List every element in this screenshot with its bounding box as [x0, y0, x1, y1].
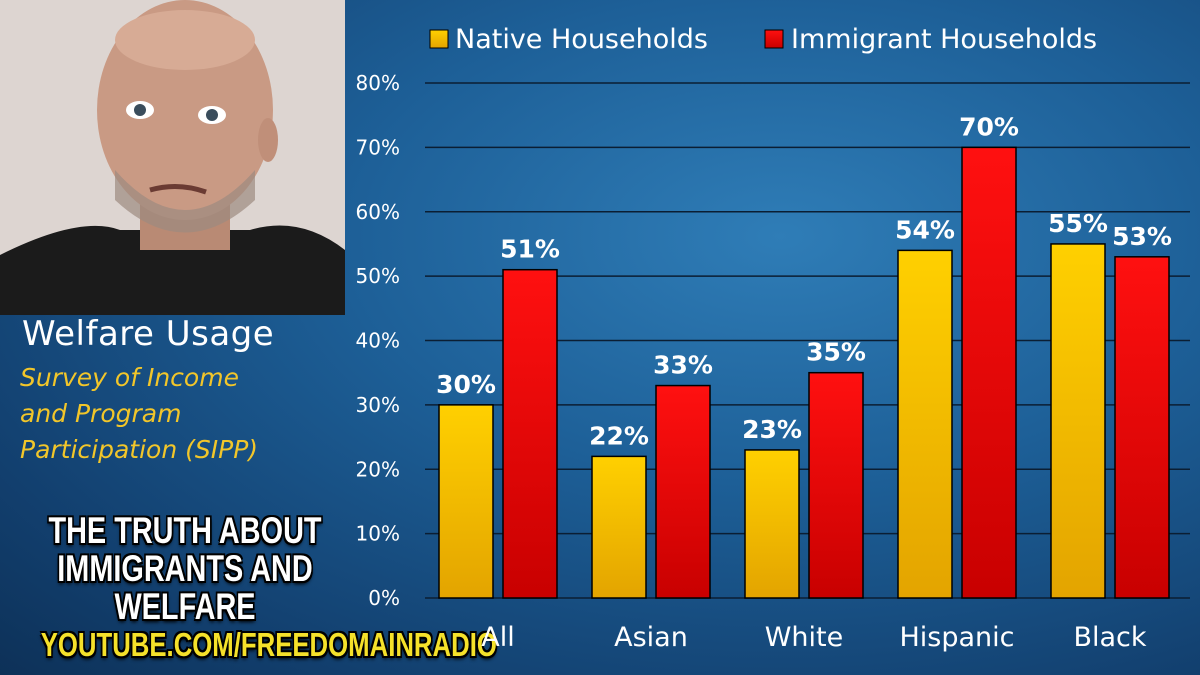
- legend-swatch-immigrant: [764, 29, 784, 49]
- y-tick-label: 70%: [356, 135, 400, 159]
- x-category-label: Asian: [614, 622, 688, 653]
- data-label: 70%: [959, 112, 1019, 141]
- bar-native: [1050, 243, 1106, 599]
- subtitle-line: and Program: [20, 399, 182, 428]
- banner-line-2: IMMIGRANTS AND WELFARE: [57, 548, 313, 627]
- channel-url: YOUTUBE.COM/FREEDOMAINRADIO: [40, 626, 497, 663]
- panel-title: Welfare Usage: [22, 314, 275, 354]
- webcam-video: [0, 0, 345, 315]
- y-tick-label: 10%: [356, 522, 400, 546]
- data-label: 23%: [742, 415, 802, 444]
- legend-label-native: Native Households: [455, 24, 708, 55]
- bar-chart: 0% 10% 20% 30% 40% 50% 60% 70% 80% 30% 51% All 22% 3…: [356, 24, 1190, 653]
- x-category-label: Hispanic: [899, 622, 1014, 653]
- y-tick-label: 80%: [356, 71, 400, 95]
- y-tick-label: 40%: [356, 329, 400, 353]
- y-tick-label: 0%: [368, 586, 400, 610]
- bar-native: [744, 449, 800, 599]
- data-label: 55%: [1048, 209, 1108, 238]
- presenter-image: [0, 0, 345, 315]
- chart-legend: Native Households Immigrant Households: [429, 24, 1097, 55]
- bar-immigrant: [502, 268, 558, 599]
- data-label: 35%: [806, 338, 866, 367]
- data-label: 54%: [895, 215, 955, 244]
- subtitle-line: Participation (SIPP): [20, 435, 259, 464]
- panel-subtitle: Survey of Income and Program Participati…: [20, 360, 340, 468]
- banner-line-1: THE TRUTH ABOUT: [48, 510, 322, 551]
- bar-immigrant: [808, 371, 864, 599]
- y-tick-label: 50%: [356, 264, 400, 288]
- x-category-label: All: [481, 622, 514, 653]
- bar-native: [897, 249, 953, 599]
- y-tick-label: 60%: [356, 200, 400, 224]
- data-label: 53%: [1112, 222, 1172, 251]
- bar-native: [438, 404, 494, 599]
- video-banner: THE TRUTH ABOUT IMMIGRANTS AND WELFARE Y…: [40, 510, 497, 664]
- subtitle-line: Survey of Income: [20, 363, 239, 392]
- data-label: 51%: [500, 235, 560, 264]
- bar-immigrant: [655, 384, 711, 599]
- x-category-label: Black: [1073, 622, 1146, 653]
- bar-immigrant: [961, 146, 1017, 599]
- x-category-label: White: [765, 622, 844, 653]
- data-label: 22%: [589, 421, 649, 450]
- data-label: 30%: [436, 370, 496, 399]
- legend-swatch-native: [429, 29, 449, 49]
- bar-immigrant: [1114, 256, 1170, 599]
- data-label: 33%: [653, 351, 713, 380]
- bar-native: [591, 455, 647, 599]
- legend-label-immigrant: Immigrant Households: [791, 24, 1097, 55]
- y-tick-label: 30%: [356, 393, 400, 417]
- y-tick-label: 20%: [356, 457, 400, 481]
